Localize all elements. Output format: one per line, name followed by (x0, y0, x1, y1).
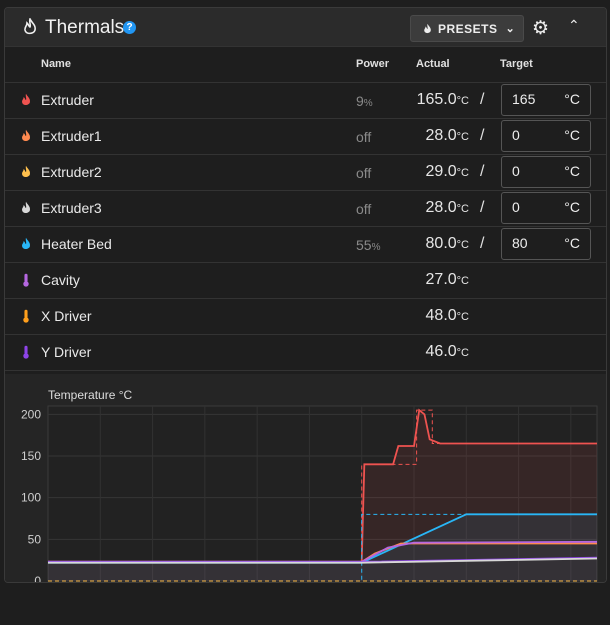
power-value: off (356, 165, 372, 181)
chevron-up-icon[interactable]: ⌃ (568, 17, 580, 33)
actual-temp: 28.0°C (425, 199, 469, 216)
separator: / (480, 91, 485, 108)
thermometer-icon (23, 273, 29, 287)
actual-temp: 46.0°C (425, 343, 469, 360)
actual-temp: 28.0°C (425, 127, 469, 144)
target-input[interactable]: 0 °C (501, 120, 591, 152)
sensor-name[interactable]: Extruder (41, 92, 94, 108)
separator: / (480, 127, 485, 144)
chevron-down-icon: ⌄ (505, 23, 516, 35)
chart-svg: 0501001502009:469:489:509:529:549:569:58… (21, 405, 598, 582)
thermals-card: Thermals ? PRESETS ⌄ ⚙ ⌃ Name Power Actu… (4, 7, 607, 583)
y-tick-label: 0 (34, 574, 41, 582)
power-value: 55% (356, 237, 381, 253)
series-line-extruder3 (48, 557, 598, 564)
gear-icon[interactable]: ⚙ (532, 18, 550, 39)
target-input[interactable]: 165 °C (501, 84, 591, 116)
actual-temp: 27.0°C (425, 271, 469, 288)
flame-icon (24, 18, 36, 35)
table-header: Name Power Actual Target (5, 46, 606, 83)
presets-label: PRESETS (438, 21, 498, 36)
flame-icon (22, 237, 31, 249)
y-tick-label: 100 (21, 491, 41, 505)
thermometer-icon (23, 345, 29, 359)
separator: / (480, 163, 485, 180)
separator: / (480, 199, 485, 216)
sensor-row: X Driver 48.0°C (5, 298, 606, 335)
chart-title: Temperature °C (48, 388, 133, 402)
power-value: off (356, 201, 372, 217)
flame-icon (22, 201, 31, 213)
sensor-row: Cavity 27.0°C (5, 262, 606, 299)
flame-icon (22, 165, 31, 177)
target-input[interactable]: 0 °C (501, 156, 591, 188)
presets-button[interactable]: PRESETS ⌄ (410, 15, 524, 42)
target-input[interactable]: 80 °C (501, 228, 591, 260)
help-icon[interactable]: ? (123, 21, 136, 34)
series-line-extruder-target (48, 409, 597, 563)
flame-icon (424, 23, 431, 33)
extruder-area (48, 410, 597, 581)
card-header: Thermals ? PRESETS ⌄ ⚙ ⌃ (5, 8, 606, 47)
column-target: Target (500, 58, 533, 70)
separator: / (480, 235, 485, 252)
column-actual: Actual (416, 58, 450, 70)
thermometer-icon (23, 309, 29, 323)
column-name: Name (41, 58, 71, 70)
sensor-name[interactable]: Extruder1 (41, 128, 102, 144)
sensor-row: Extruder2 off 29.0°C / 0 °C (5, 154, 606, 191)
sensor-row: Extruder1 off 28.0°C / 0 °C (5, 118, 606, 155)
sensor-row: Extruder 9% 165.0°C / 165 °C (5, 82, 606, 119)
sensor-name[interactable]: Extruder3 (41, 200, 102, 216)
sensor-name[interactable]: Extruder2 (41, 164, 102, 180)
flame-icon (22, 93, 31, 105)
temperature-chart[interactable]: Temperature °C 0501001502009:469:489:509… (5, 374, 606, 582)
sensor-name[interactable]: Heater Bed (41, 236, 112, 252)
actual-temp: 48.0°C (425, 307, 469, 324)
power-value: off (356, 129, 372, 145)
sensor-row: Y Driver 46.0°C (5, 334, 606, 371)
actual-temp: 165.0°C (416, 91, 469, 108)
target-input[interactable]: 0 °C (501, 192, 591, 224)
power-value: 9% (356, 93, 373, 109)
bed-area (48, 514, 597, 581)
sensor-row: Heater Bed 55% 80.0°C / 80 °C (5, 226, 606, 263)
column-power: Power (356, 58, 390, 70)
flame-icon (22, 129, 31, 141)
sensor-name[interactable]: Cavity (41, 272, 80, 288)
y-tick-label: 50 (28, 532, 42, 546)
plot-area (47, 405, 598, 582)
actual-temp: 80.0°C (425, 235, 469, 252)
y-tick-label: 150 (21, 449, 41, 463)
sensor-row: Extruder3 off 28.0°C / 0 °C (5, 190, 606, 227)
actual-temp: 29.0°C (425, 163, 469, 180)
sensor-name[interactable]: Y Driver (41, 344, 92, 360)
sensor-name[interactable]: X Driver (41, 308, 92, 324)
card-title: Thermals (45, 17, 125, 38)
y-tick-label: 200 (21, 407, 41, 421)
